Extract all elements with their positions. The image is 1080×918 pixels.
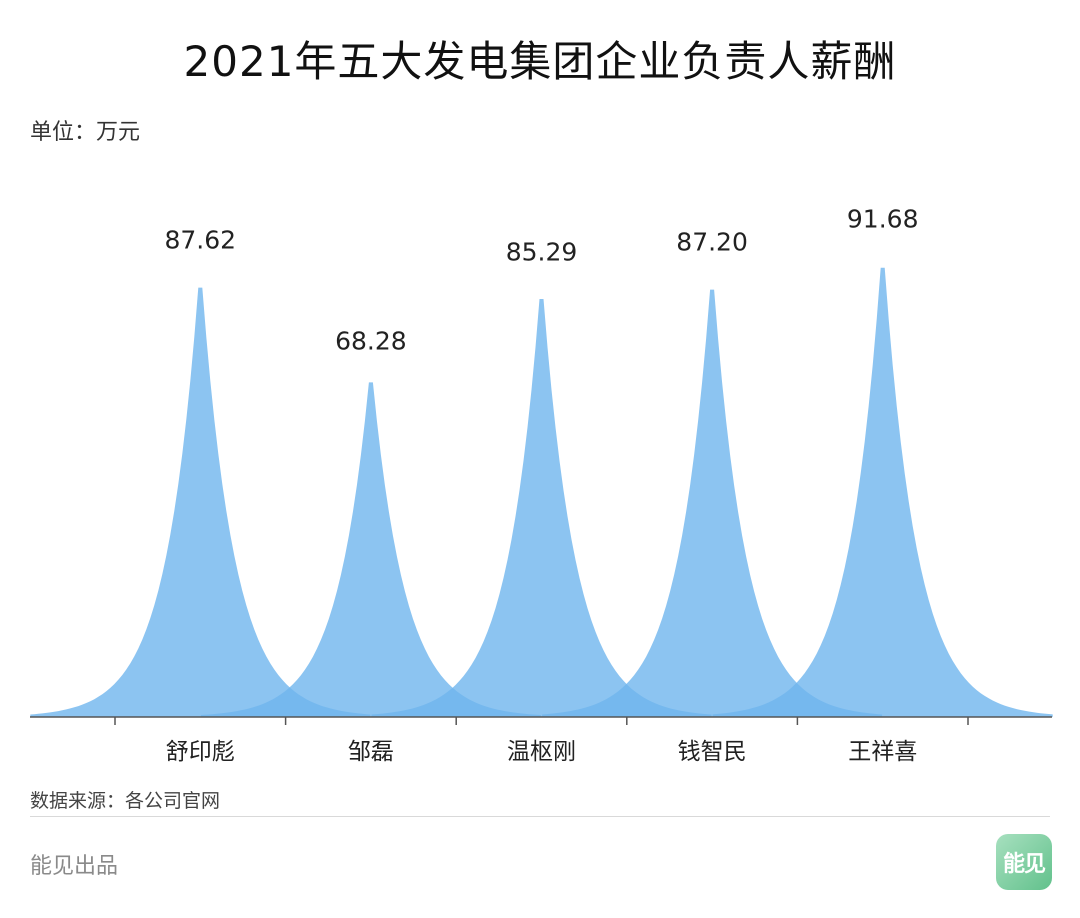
category-label-3: 温枢刚 bbox=[507, 739, 576, 765]
spike-3 bbox=[371, 299, 712, 717]
category-label-5: 王祥喜 bbox=[848, 739, 917, 765]
category-label-1: 舒印彪 bbox=[166, 739, 235, 765]
data-source: 数据来源：各公司官网 bbox=[30, 790, 221, 812]
category-label-4: 钱智民 bbox=[678, 739, 747, 765]
value-label-2: 68.28 bbox=[335, 326, 407, 355]
value-label-5: 91.68 bbox=[847, 204, 919, 233]
chart-title: 2021年五大发电集团企业负责人薪酬 bbox=[183, 37, 897, 86]
unit-label: 单位：万元 bbox=[30, 120, 141, 145]
divider bbox=[30, 816, 1050, 817]
spike-5 bbox=[712, 267, 1053, 717]
value-label-4: 87.20 bbox=[676, 228, 748, 257]
spike-1 bbox=[30, 287, 371, 717]
brand-logo-icon: 能见 bbox=[996, 834, 1052, 890]
value-label-1: 87.62 bbox=[165, 225, 237, 254]
spike-4 bbox=[542, 289, 883, 717]
chart-area: 87.62 68.28 85.29 87.20 91.68 舒印彪 邹磊 温枢刚 钱智民 王祥喜 bbox=[30, 204, 1053, 765]
credit-text: 能见出品 bbox=[30, 854, 119, 879]
category-label-2: 邹磊 bbox=[348, 739, 394, 765]
spike-2 bbox=[200, 382, 541, 717]
value-label-3: 85.29 bbox=[506, 238, 578, 267]
